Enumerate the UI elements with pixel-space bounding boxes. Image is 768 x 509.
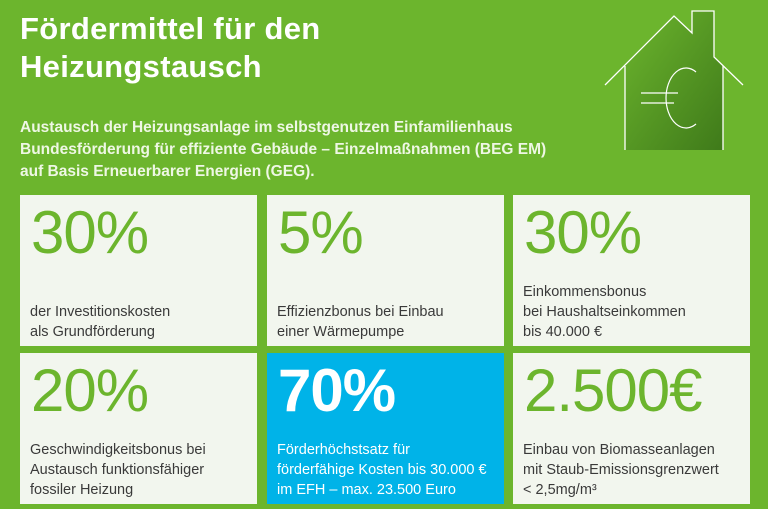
tile-value: 5% xyxy=(278,199,364,266)
info-tile: 70% Förderhöchstsatz für förderfähige Kost… xyxy=(267,353,504,504)
tile-description: Förderhöchstsatz für förderfähige Kosten … xyxy=(277,440,487,500)
subtitle-line: Bundesförderung für effiziente Gebäude –… xyxy=(20,141,547,158)
tile-description-line: Austausch funktionsfähiger xyxy=(30,462,205,478)
tile-description: Effizienzbonus bei Einbau einer Wärmepump… xyxy=(277,302,444,342)
info-tile: 20% Geschwindigkeitsbonus bei Austausch fu… xyxy=(20,353,257,504)
tile-description-line: Einkommensbonus xyxy=(523,284,647,300)
tile-description-line: bis 40.000 € xyxy=(523,324,603,340)
tile-description-line: Einbau von Biomasseanlagen xyxy=(523,442,715,458)
tile-description-line: förderfähige Kosten bis 30.000 € xyxy=(277,462,487,478)
tile-description-line: Effizienzbonus bei Einbau xyxy=(277,304,444,320)
tile-description-line: der Investitionskosten xyxy=(30,304,171,320)
info-tile: 30% Einkommensbonus bei Haushaltseinkommen… xyxy=(513,195,750,346)
tile-description-line: als Grundförderung xyxy=(30,324,155,340)
tile-description: der Investitionskosten als Grundförderung xyxy=(30,302,170,342)
info-tile: 30% der Investitionskosten als Grundförder… xyxy=(20,195,257,346)
tile-value: 30% xyxy=(31,199,149,266)
tile-value: 30% xyxy=(524,199,642,266)
tile-description-line: einer Wärmepumpe xyxy=(277,324,405,340)
title-line: Fördermittel für den xyxy=(20,11,321,46)
subtitle: Austausch der Heizungsanlage im selbstge… xyxy=(20,117,546,183)
tile-description-line: fossiler Heizung xyxy=(30,482,134,498)
tile-description-line: Förderhöchstsatz für xyxy=(277,442,410,458)
tile-description-line: Geschwindigkeitsbonus bei xyxy=(30,442,206,458)
tile-value: 20% xyxy=(31,357,149,424)
tile-description-line: mit Staub-Emissionsgrenzwert xyxy=(523,462,719,478)
tile-description-line: < 2,5mg/m³ xyxy=(523,482,597,498)
title-line: Heizungstausch xyxy=(20,49,262,84)
info-tile: 2.500€ Einbau von Biomasseanlagen mit Stau… xyxy=(513,353,750,504)
tile-description: Einkommensbonus bei Haushaltseinkommen bis… xyxy=(523,282,686,342)
subtitle-line: Austausch der Heizungsanlage im selbstge… xyxy=(20,119,513,136)
tile-description-line: bei Haushaltseinkommen xyxy=(523,304,686,320)
tile-description-line: im EFH – max. 23.500 Euro xyxy=(277,482,456,498)
page-title: Fördermittel für den Heizungstausch xyxy=(20,10,321,86)
info-tile: 5% Effizienzbonus bei Einbau einer Wärmepu… xyxy=(267,195,504,346)
tile-description: Einbau von Biomasseanlagen mit Staub-Emis… xyxy=(523,440,719,500)
subtitle-line: auf Basis Erneuerbarer Energien (GEG). xyxy=(20,163,315,180)
tile-description: Geschwindigkeitsbonus bei Austausch funkt… xyxy=(30,440,206,500)
tile-value: 2.500€ xyxy=(524,357,703,424)
tile-value: 70% xyxy=(278,357,396,424)
house-euro-icon xyxy=(604,10,744,150)
